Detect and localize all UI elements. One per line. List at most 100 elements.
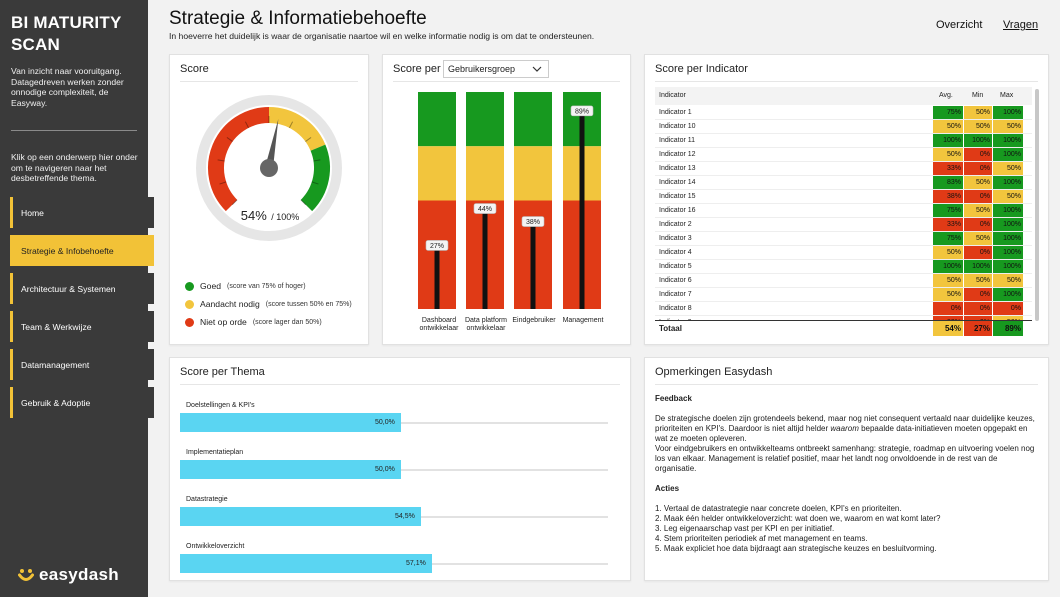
smile-icon [18,569,34,581]
score-card: Score 54% / 100% Goed (score van 75% of … [169,54,369,345]
sidebar-item-label: Datamanagement [21,359,90,370]
cell-avg: 50% [933,288,963,301]
group-card: Score per Gebruikersgroep 27% 44% 38% 89% D… [382,54,631,345]
cell-max: 100% [993,176,1023,189]
cell-max: 50% [993,120,1023,133]
cell-min: 0% [964,162,992,175]
gauge-tick [313,159,321,162]
table-row: Indicator 5 100% 100% 100% [655,260,1032,274]
table-row: Indicator 7 50% 0% 100% [655,288,1032,302]
indicator-name: Indicator 12 [659,151,696,158]
indicator-table-header: Indicator Avg. Min Max [655,87,1032,105]
sidebar-item-strategie[interactable]: Strategie & Infobehoefte [10,235,154,266]
legend-bad: Niet op orde (score lager dan 50%) [185,317,322,327]
sidebar-item-gebruik[interactable]: Gebruik & Adoptie [10,387,154,418]
group-band-green [466,92,504,147]
cell-avg: 33% [933,316,963,320]
thema-bar [180,507,421,526]
logo-text: easydash [39,565,119,584]
cell-avg: 75% [933,106,963,119]
thema-label: Datastrategie [186,496,228,503]
table-row: Indicator 9 33%0%50% [655,316,1032,320]
action-item: 2. Maak één helder ontwikkeloverzicht: w… [655,514,941,523]
gauge-tick [300,199,307,206]
score-gauge [196,95,342,241]
legend-attention: Aandacht nodig (score tussen 50% en 75%) [185,299,352,309]
group-card-title: Score per [393,63,441,75]
cell-min: 0% [964,148,992,161]
feedback-paragraph-1: De strategische doelen zijn grotendeels … [655,414,1035,443]
group-value-badge [473,203,497,214]
sidebar-item-label: Home [21,207,44,218]
group-label: Data platform ontwikkelaar [464,317,508,332]
indicator-name: Indicator 6 [659,277,692,284]
group-value-bar [579,115,585,309]
col-header-indicator: Indicator [659,92,686,99]
group-value-badge [570,105,594,117]
thema-bar [180,460,401,479]
red-dot-icon [185,317,194,327]
indicator-name: Indicator 16 [659,207,696,214]
overzicht-link[interactable]: Overzicht [936,19,983,31]
legend-note: (score van 75% of hoger) [227,282,306,290]
table-row: Indicator 8 0% 0% 0% [655,302,1032,316]
indicator-scrollbar[interactable] [1035,89,1039,321]
cell-avg: 33% [933,162,963,175]
group-value-bar [530,226,536,309]
group-value-label: 27% [430,243,444,250]
group-value-label: 89% [575,108,589,115]
cell-max: 100% [993,148,1023,161]
indicator-table-body[interactable]: Indicator 1 75% 50% 100% Indicator 10 50% 50% 5… [655,106,1032,320]
total-min: 27% [964,321,992,336]
gauge-tick [219,181,227,185]
cell-min: 0% [964,288,992,301]
indicator-name: Indicator 10 [659,123,696,130]
thema-card-title: Score per Thema [180,366,265,378]
cell-max: 100% [993,246,1023,259]
table-row: Indicator 1 75% 50% 100% [655,106,1032,120]
group-value-badge [425,240,449,251]
group-select[interactable]: Gebruikersgroep [443,60,549,78]
group-value-bar [482,213,488,309]
actions-heading: Acties [655,484,680,493]
legend-good: Goed (score van 75% of hoger) [185,281,306,291]
feedback-heading: Feedback [655,394,692,403]
group-band-green [514,92,552,147]
indicator-name: Indicator 7 [659,291,692,298]
sidebar-item-architectuur[interactable]: Architectuur & Systemen [10,273,154,304]
sidebar-item-label: Strategie & Infobehoefte [21,245,114,256]
cell-max: 50% [993,162,1023,175]
gauge-tick [244,121,250,129]
indicator-name: Indicator 13 [659,165,696,172]
indicator-name: Indicator 3 [659,235,692,242]
cell-min: 50% [964,274,992,287]
sidebar-item-home[interactable]: Home [10,197,154,228]
cell-min: 100% [964,134,992,147]
cell-max: 50% [993,274,1023,287]
cell-min: 50% [964,120,992,133]
gauge-band-yellow [268,107,326,152]
indicator-name: Indicator 8 [659,305,692,312]
gauge-hub [260,159,278,177]
group-label: Eindgebruiker [512,317,556,324]
thema-label: Ontwikkeloverzicht [186,543,245,550]
vragen-link[interactable]: Vragen [1003,19,1039,31]
thema-value: 50,0% [375,466,395,473]
cell-min: 0% [964,218,992,231]
easydash-logo: easydash [18,565,119,585]
legend-note: (score tussen 50% en 75%) [265,300,352,308]
group-band-yellow [466,146,504,201]
cell-min: 0% [964,302,992,315]
cell-avg: 83% [933,176,963,189]
table-row: Indicator 16 75% 50% 100% [655,204,1032,218]
cell-min: 100% [964,260,992,273]
indicator-name: Indicator 1 [659,109,692,116]
cell-min: 0% [964,190,992,203]
thema-label: Doelstellingen & KPI's [186,402,255,409]
sidebar-item-datamanagement[interactable]: Datamanagement [10,349,154,380]
sidebar-item-team[interactable]: Team & Werkwijze [10,311,154,342]
cell-avg: 50% [933,148,963,161]
cell-max: 100% [993,232,1023,245]
action-item: 3. Leg eigenaarschap vast per KPI en per… [655,524,835,533]
thema-value: 54,5% [395,513,415,520]
